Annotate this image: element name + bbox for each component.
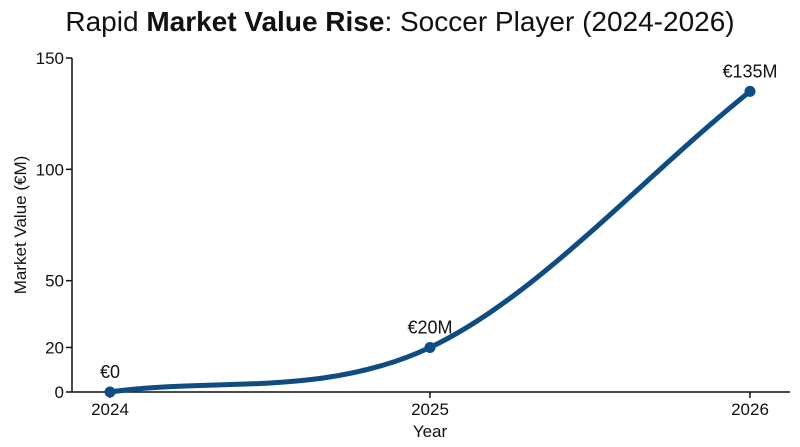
- chart-title-bold: Market Value Rise: [146, 6, 385, 37]
- chart-title-part: : Soccer Player (2024-2026): [384, 6, 735, 37]
- y-tick-label: 100: [36, 160, 64, 179]
- data-point: [104, 386, 116, 398]
- data-label: €0: [100, 362, 120, 382]
- y-tick-label: 20: [45, 338, 64, 357]
- y-tick-label: 50: [45, 272, 64, 291]
- y-tick-label: 0: [55, 383, 64, 402]
- x-tick-label: 2024: [91, 400, 129, 419]
- data-point: [744, 85, 756, 97]
- x-tick-label: 2025: [411, 400, 449, 419]
- x-axis-title: Year: [413, 422, 448, 441]
- data-label: €20M: [407, 317, 452, 337]
- x-tick-label: 2026: [731, 400, 769, 419]
- data-label: €135M: [722, 61, 777, 81]
- y-axis-title: Market Value (€M): [11, 156, 30, 295]
- chart-title-part: Rapid: [65, 6, 147, 37]
- data-point: [424, 341, 436, 353]
- chart-title: Rapid Market Value Rise: Soccer Player (…: [0, 4, 800, 40]
- y-tick-label: 150: [36, 49, 64, 68]
